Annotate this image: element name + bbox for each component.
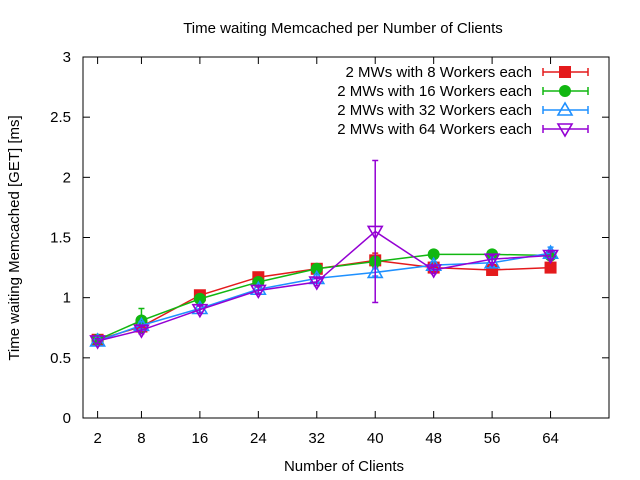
chart-title: Time waiting Memcached per Number of Cli… bbox=[183, 20, 503, 37]
x-tick-label: 56 bbox=[484, 430, 501, 447]
data-point bbox=[542, 249, 559, 265]
data-point bbox=[133, 324, 150, 339]
series-3 bbox=[89, 244, 559, 347]
data-point bbox=[308, 276, 326, 291]
series-line bbox=[97, 253, 551, 341]
legend-label: 2 MWs with 64 Workers each bbox=[337, 121, 532, 138]
y-tick-label: 1.5 bbox=[50, 230, 71, 247]
legend-label: 2 MWs with 8 Workers each bbox=[346, 64, 532, 81]
legend-marker bbox=[556, 101, 574, 116]
legend-marker bbox=[559, 85, 571, 97]
data-point bbox=[483, 253, 501, 268]
x-tick-label: 24 bbox=[250, 430, 267, 447]
series-line bbox=[97, 230, 551, 342]
plot-frame bbox=[82, 56, 610, 419]
data-point bbox=[249, 284, 267, 300]
y-tick-label: 0 bbox=[63, 410, 71, 427]
y-tick-label: 0.5 bbox=[50, 350, 71, 367]
data-point bbox=[89, 335, 107, 350]
legend-label: 2 MWs with 16 Workers each bbox=[337, 83, 532, 100]
data-point bbox=[483, 254, 501, 269]
data-point bbox=[310, 262, 323, 275]
legend-marker bbox=[559, 66, 571, 78]
x-tick-label: 2 bbox=[93, 430, 101, 447]
x-axis-label: Number of Clients bbox=[284, 458, 404, 475]
y-axis-label: Time waiting Memcached [GET] [ms] bbox=[6, 115, 23, 360]
series-line bbox=[97, 259, 551, 341]
data-point bbox=[544, 261, 557, 274]
x-tick-label: 8 bbox=[137, 430, 145, 447]
legend: 2 MWs with 8 Workers each 2 MWs with 16 W… bbox=[337, 64, 589, 138]
series-line bbox=[97, 252, 551, 342]
x-tick-label: 32 bbox=[308, 430, 325, 447]
y-tick-label: 2 bbox=[63, 169, 71, 186]
data-point bbox=[366, 225, 384, 241]
x-tick-label: 64 bbox=[542, 430, 559, 447]
legend-label: 2 MWs with 32 Workers each bbox=[337, 102, 532, 119]
data-point bbox=[193, 292, 206, 305]
x-tick-label: 48 bbox=[425, 430, 442, 447]
data-point bbox=[425, 264, 443, 279]
y-tick-label: 1 bbox=[63, 290, 71, 307]
y-tick-label: 3 bbox=[63, 49, 71, 66]
legend-marker bbox=[556, 123, 574, 138]
y-tick-label: 2.5 bbox=[50, 109, 71, 126]
data-point bbox=[427, 248, 440, 261]
series-4 bbox=[89, 159, 559, 350]
data-point bbox=[191, 303, 209, 319]
x-tick-label: 40 bbox=[367, 430, 384, 447]
x-tick-label: 16 bbox=[192, 430, 209, 447]
